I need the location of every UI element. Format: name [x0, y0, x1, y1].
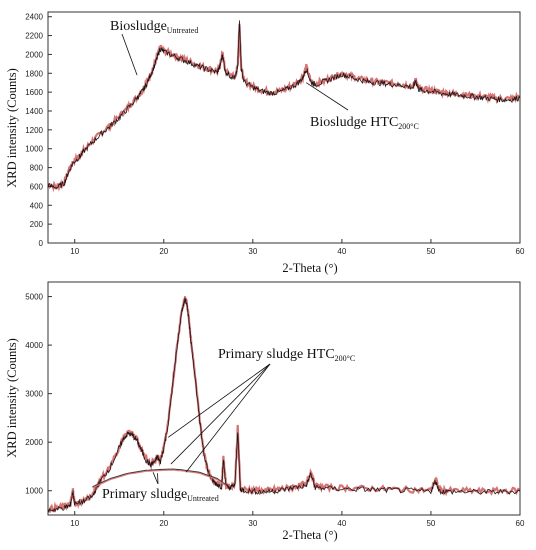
y-tick-label: 1000 — [25, 487, 43, 496]
biosludge-untreated-main: Biosludge — [110, 19, 167, 34]
y-tick-label: 1600 — [25, 88, 43, 97]
top-plot-frame — [47, 11, 521, 244]
biosludge-untreated-label: BiosludgeUntreated — [110, 19, 198, 35]
series-line-1 — [47, 296, 521, 513]
series-line-2 — [47, 20, 521, 190]
bottom-y-ticks: 1000 2000 3000 4000 5000 — [25, 293, 52, 496]
bottom-y-axis-label: XRD intensity (Counts) — [5, 338, 19, 457]
bottom-plot-frame — [47, 281, 521, 516]
x-tick-label: 50 — [426, 519, 435, 528]
bottom-series-group — [47, 296, 521, 513]
y-tick-label: 1000 — [25, 145, 43, 154]
primary-sludge-htc-main: Primary sludge HTC — [218, 347, 335, 362]
y-tick-label: 3000 — [25, 390, 43, 399]
x-tick-label: 30 — [248, 247, 257, 256]
y-tick-label: 1400 — [25, 107, 43, 116]
bottom-chart-panel: 1000 2000 3000 4000 5000 10 20 30 40 50 60 XRD in… — [5, 281, 525, 542]
x-tick-label: 30 — [248, 519, 257, 528]
biosludge-htc-sub: 200°C — [398, 122, 419, 131]
bottom-annotation-lines — [152, 363, 271, 485]
top-chart-panel: 0 200 400 600 800 1000 1200 1400 1600 1800 2000 220… — [5, 11, 525, 275]
top-y-ticks: 0 200 400 600 800 1000 1200 1400 1600 1800 2000 220… — [25, 13, 52, 248]
series-line-3 — [92, 468, 227, 488]
series-line-1 — [47, 23, 521, 193]
biosludge-untreated-sub: Untreated — [167, 26, 199, 35]
y-tick-label: 200 — [30, 220, 44, 229]
series-line-4 — [92, 469, 227, 489]
primary-sludge-htc-label: Primary sludge HTC200°C — [218, 347, 355, 363]
y-tick-label: 2000 — [25, 438, 43, 447]
x-tick-label: 40 — [337, 519, 346, 528]
x-tick-label: 40 — [337, 247, 346, 256]
x-tick-label: 60 — [516, 519, 525, 528]
x-tick-label: 60 — [516, 247, 525, 256]
x-tick-label: 10 — [70, 519, 79, 528]
top-y-axis-label: XRD intensity (Counts) — [5, 68, 19, 187]
annotation-leader — [185, 363, 271, 473]
x-tick-label: 20 — [159, 519, 168, 528]
primary-sludge-untreated-main: Primary sludge — [102, 487, 187, 502]
x-tick-label: 20 — [159, 247, 168, 256]
top-x-axis-label: 2-Theta (°) — [282, 261, 337, 275]
y-tick-label: 2000 — [25, 50, 43, 59]
top-annotation-lines — [121, 33, 349, 111]
biosludge-htc-label: Biosludge HTC200°C — [310, 115, 419, 131]
y-tick-label: 4000 — [25, 341, 43, 350]
y-tick-label: 600 — [30, 182, 44, 191]
y-tick-label: 1200 — [25, 126, 43, 135]
bottom-x-ticks: 10 20 30 40 50 60 — [70, 511, 525, 528]
annotation-leader — [167, 363, 271, 438]
y-tick-label: 5000 — [25, 293, 43, 302]
y-tick-label: 800 — [30, 164, 44, 173]
primary-sludge-htc-sub: 200°C — [335, 354, 356, 363]
series-line-2 — [47, 297, 521, 513]
y-tick-label: 400 — [30, 201, 44, 210]
primary-sludge-untreated-sub: Untreated — [187, 494, 219, 503]
y-tick-label: 1800 — [25, 69, 43, 78]
y-tick-label: 0 — [39, 239, 44, 248]
x-tick-label: 50 — [426, 247, 435, 256]
top-x-ticks: 10 20 30 40 50 60 — [70, 239, 525, 256]
y-tick-label: 2400 — [25, 13, 43, 22]
biosludge-htc-main: Biosludge HTC — [310, 115, 398, 130]
annotation-leader — [121, 33, 138, 76]
primary-sludge-untreated-label: Primary sludgeUntreated — [102, 487, 219, 503]
top-series-group — [47, 20, 521, 193]
annotation-leader — [170, 363, 271, 465]
annotation-leader — [306, 82, 349, 111]
y-tick-label: 2200 — [25, 32, 43, 41]
bottom-x-axis-label: 2-Theta (°) — [282, 528, 337, 542]
annotation-leader — [152, 472, 159, 485]
x-tick-label: 10 — [70, 247, 79, 256]
